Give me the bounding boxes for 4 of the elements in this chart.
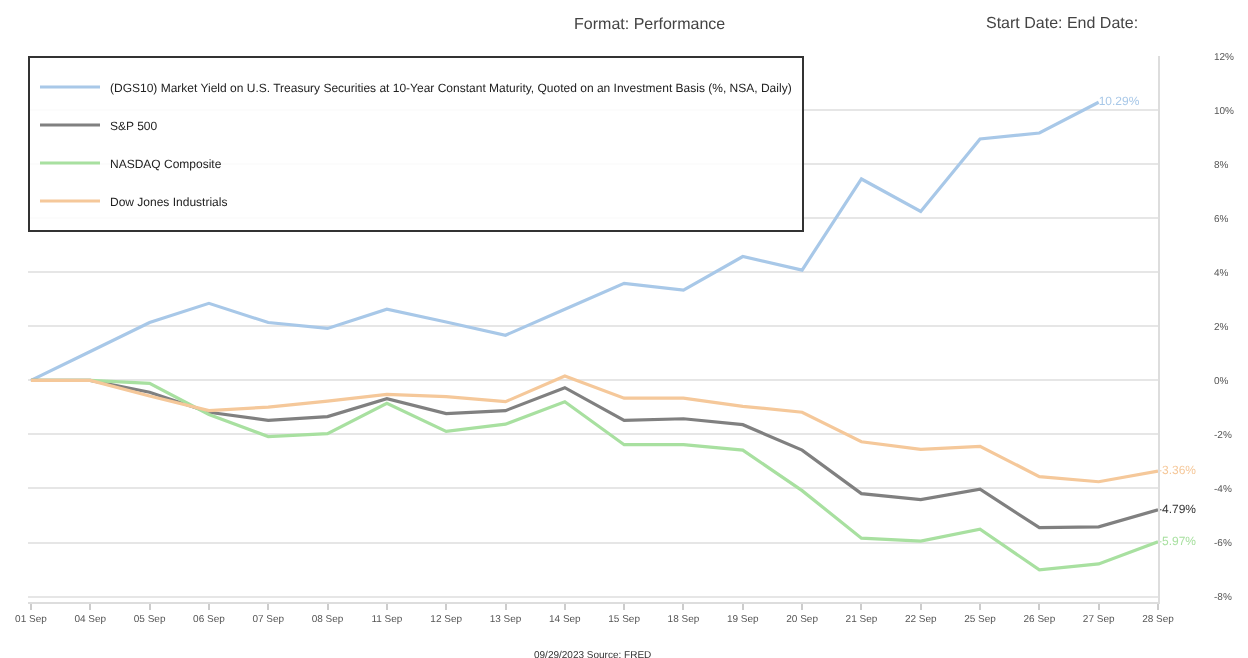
- text: Start Date: End Date:: [986, 14, 1139, 32]
- line-series: [29, 374, 1158, 484]
- chart-title: Format: Performance: [574, 14, 727, 33]
- line-series: [29, 100, 1101, 382]
